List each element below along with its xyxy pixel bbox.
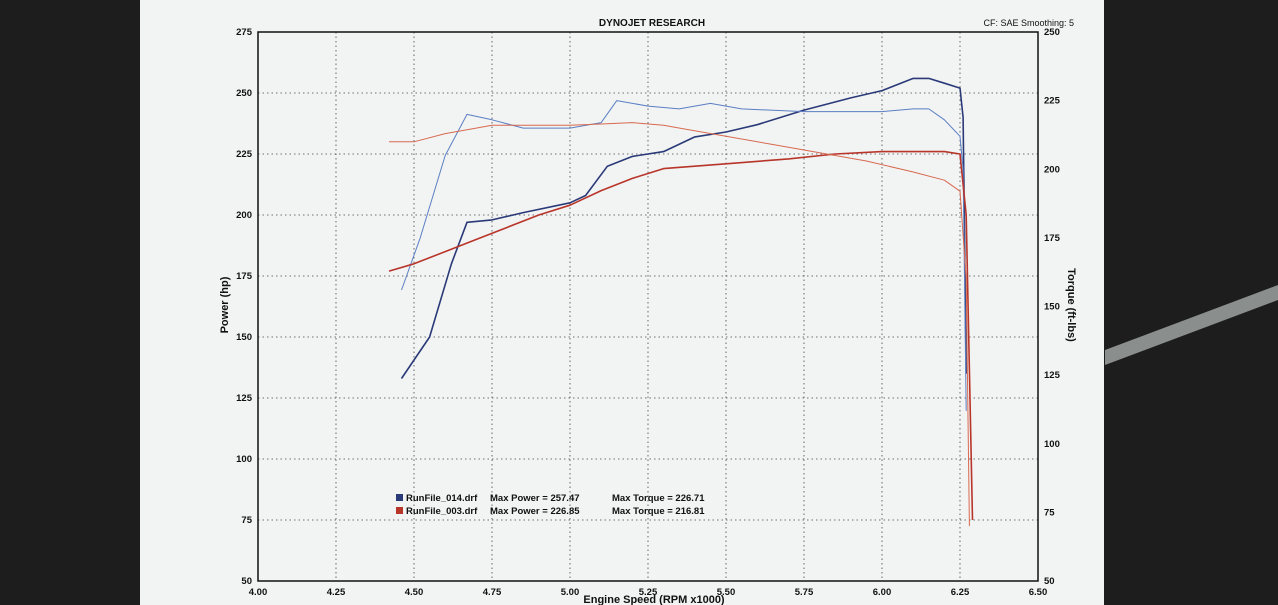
y-left-tick-label: 50 [241,576,252,587]
series-line-runfile-014-drf-power [400,77,967,379]
x-tick-label: 5.00 [561,587,580,598]
dyno-sheet [140,0,1104,605]
y-left-tick-label: 150 [236,332,252,343]
y-right-tick-label: 100 [1044,439,1060,450]
legend-swatch-run003 [396,507,403,514]
y-left-tick-label: 250 [236,88,252,99]
series-line-runfile-003-drf-torque [389,122,970,527]
y-left-tick-label: 200 [236,210,252,221]
plot-frame [257,31,1039,582]
y-right-tick-label: 250 [1044,27,1060,38]
x-tick-label: 5.50 [717,587,736,598]
y-right-tick-label: 50 [1044,576,1055,587]
y-left-tick-label: 275 [236,27,253,38]
y-right-tick-label: 150 [1044,302,1060,313]
x-tick-label: 4.75 [483,587,502,598]
series-lines [388,77,974,527]
x-tick-label: 5.75 [795,587,814,598]
legend-power-run003: Max Power = 226.85 [490,506,580,517]
chart-title: DYNOJET RESEARCH [599,18,705,29]
x-tick-label: 4.50 [405,587,424,598]
x-tick-label: 4.25 [327,587,346,598]
x-tick-label: 4.00 [249,587,268,598]
series-line-runfile-014-drf-torque [401,100,967,411]
legend: RunFile_014.drf Max Power = 257.47 Max T… [396,493,705,517]
legend-swatch-run014 [396,494,403,501]
legend-power-run014: Max Power = 257.47 [490,493,580,504]
series-line-runfile-003-drf-power [388,150,974,521]
y-left-tick-labels: 50 75 100 125 150 175 200 225 250 275 [236,27,253,587]
metal-strip [1105,285,1278,365]
x-tick-label: 6.50 [1029,587,1048,598]
legend-file-run003: RunFile_003.drf [406,506,478,517]
y-right-tick-label: 125 [1044,370,1061,381]
x-tick-labels: 4.00 4.25 4.50 4.75 5.00 5.25 5.50 5.75 6.00 6.25… [249,587,1048,598]
y-left-tick-label: 100 [236,454,252,465]
y-left-tick-label: 225 [236,149,253,160]
x-tick-label: 6.00 [873,587,892,598]
y-left-axis-label: Power (hp) [219,276,231,333]
y-left-tick-label: 125 [236,393,253,404]
y-left-tick-label: 175 [236,271,253,282]
y-right-tick-label: 200 [1044,164,1060,175]
y-left-tick-label: 75 [241,515,252,526]
x-tick-label: 6.25 [951,587,970,598]
y-right-tick-label: 175 [1044,233,1061,244]
y-right-tick-label: 225 [1044,96,1061,107]
y-right-tick-labels: 50 75 100 125 150 175 200 225 250 [1044,27,1061,587]
legend-file-run014: RunFile_014.drf [406,493,478,504]
legend-torque-run014: Max Torque = 226.71 [612,493,705,504]
legend-torque-run003: Max Torque = 216.81 [612,506,705,517]
x-tick-label: 5.25 [639,587,658,598]
y-right-axis-label: Torque (ft-lbs) [1065,268,1077,342]
correction-info: CF: SAE Smoothing: 5 [983,18,1074,28]
x-axis-label: Engine Speed (RPM x1000) [583,594,725,605]
y-right-tick-label: 75 [1044,507,1055,518]
